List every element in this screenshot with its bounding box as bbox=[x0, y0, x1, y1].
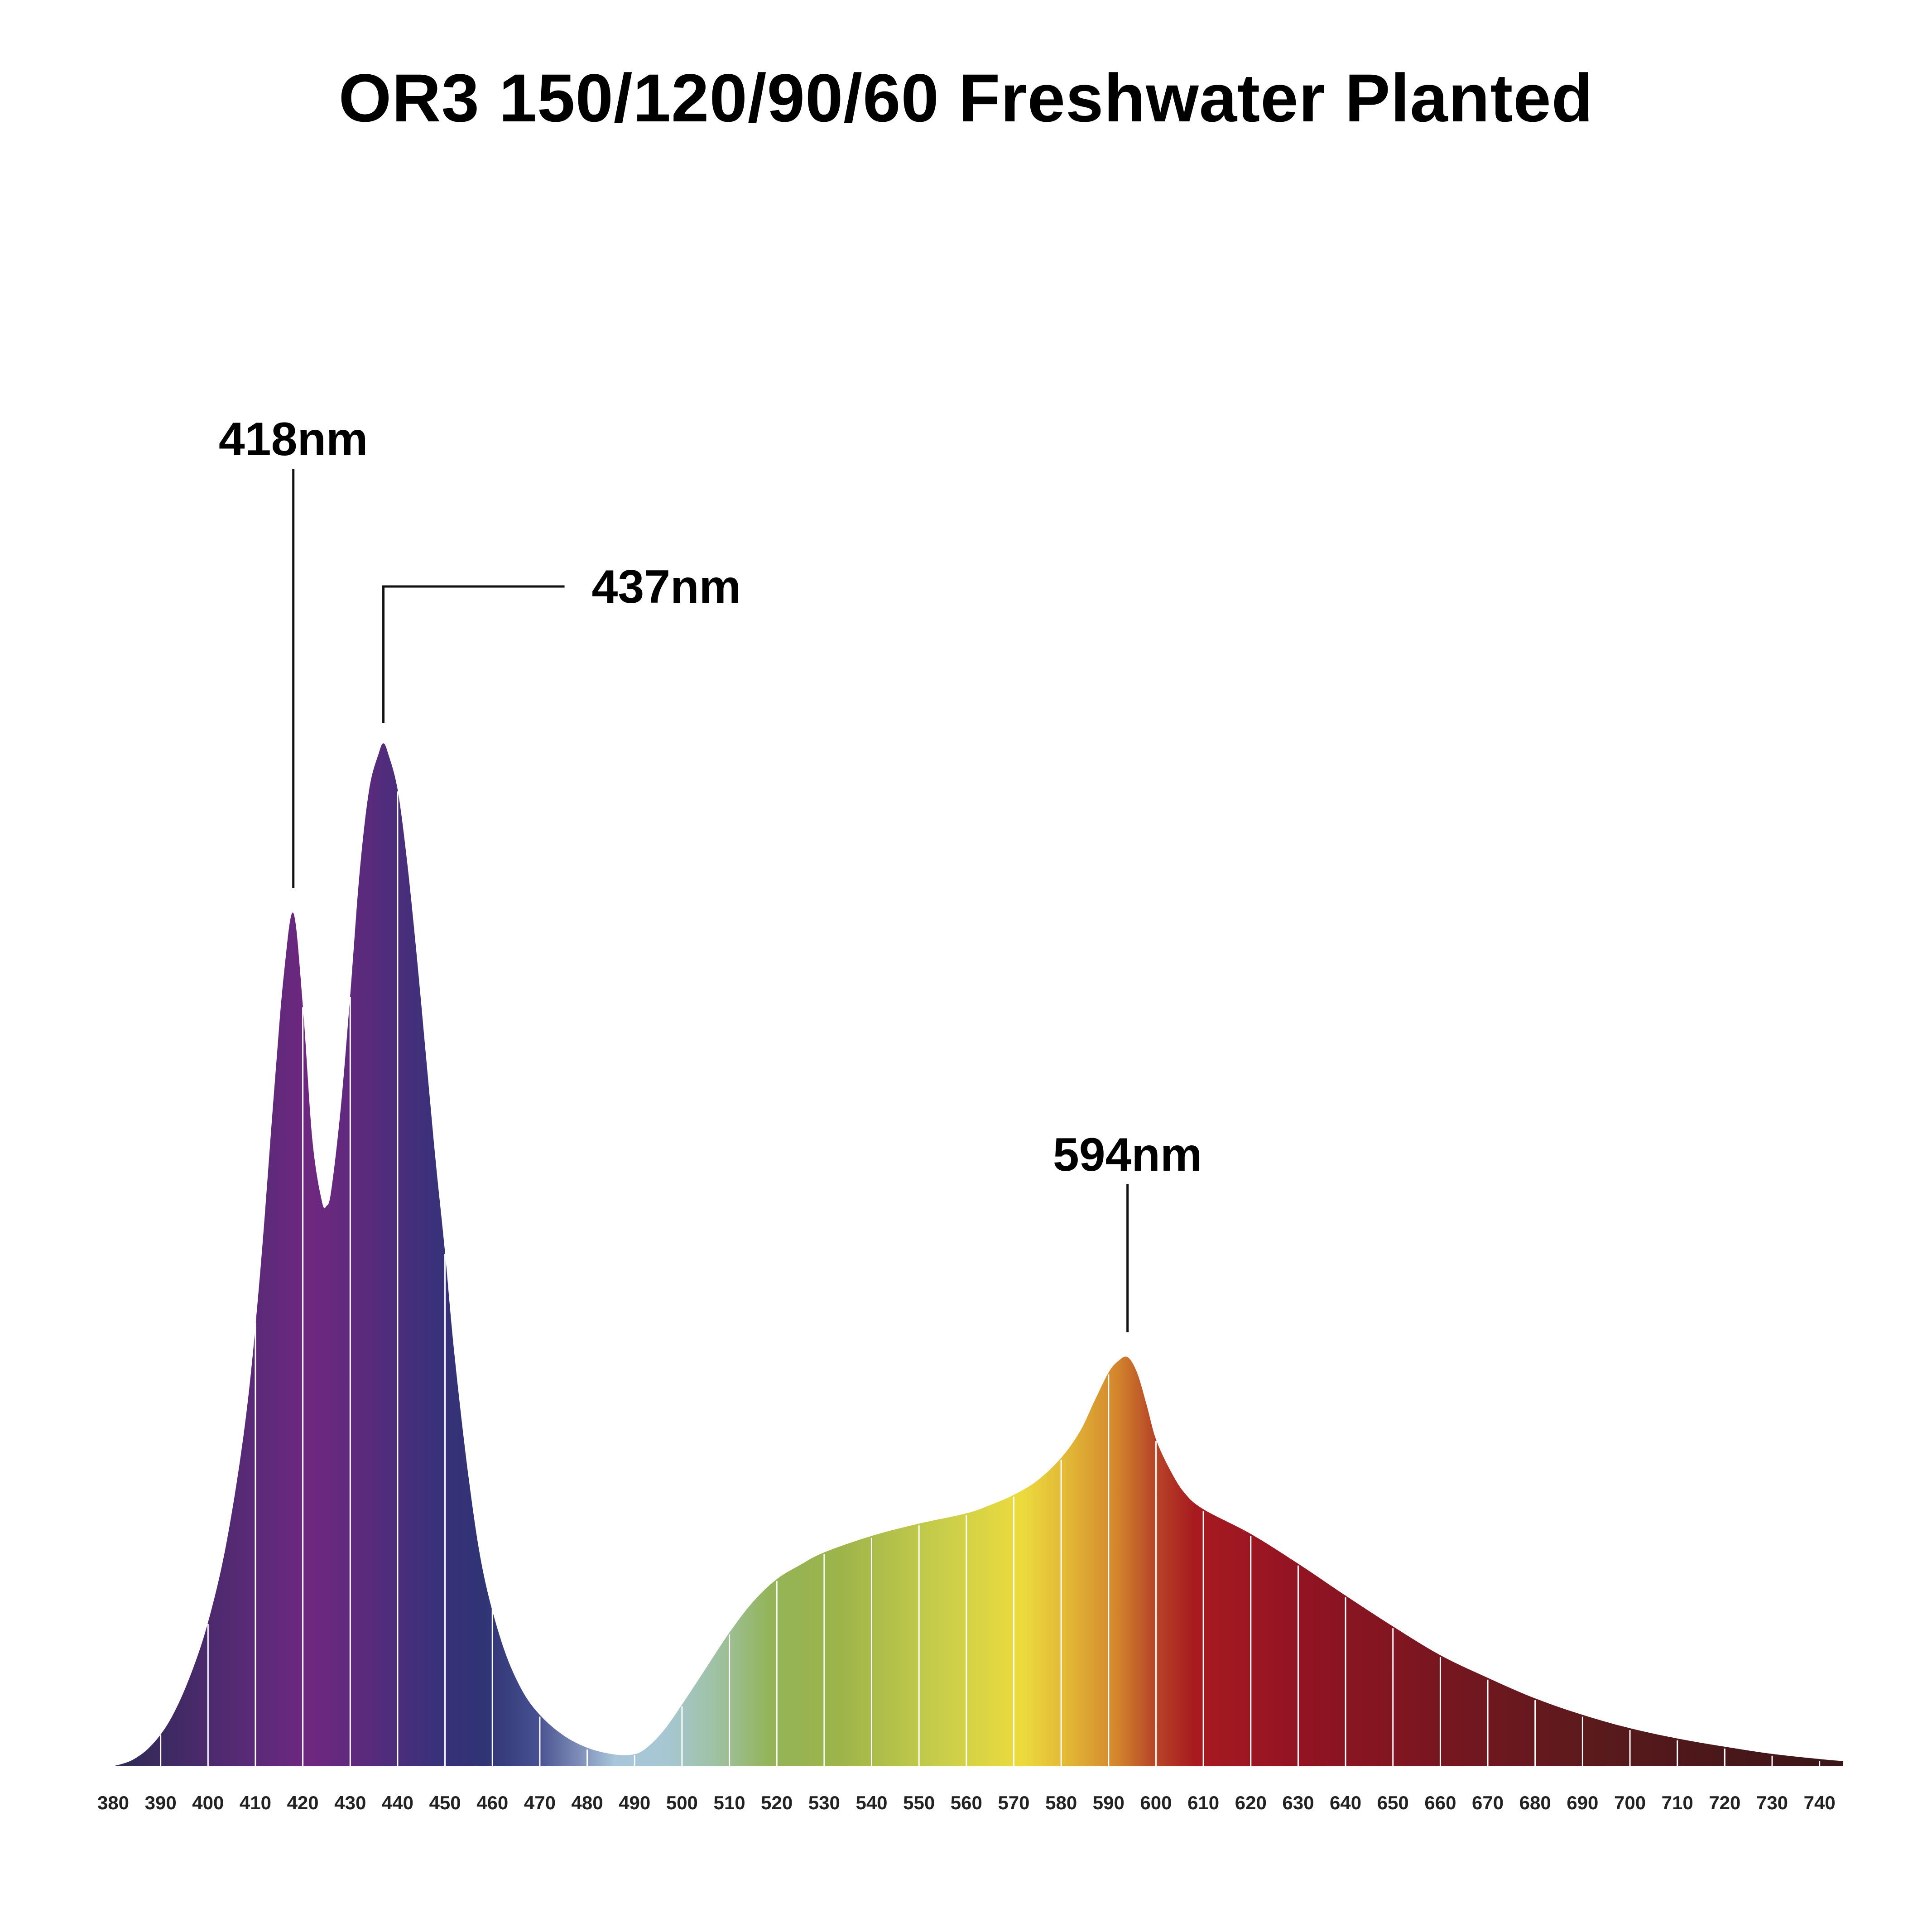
x-tick-label-510: 510 bbox=[714, 1792, 745, 1813]
x-tick-label-690: 690 bbox=[1567, 1792, 1598, 1813]
peak-label-437nm: 437nm bbox=[592, 561, 741, 613]
x-tick-label-670: 670 bbox=[1472, 1792, 1504, 1813]
x-tick-label-740: 740 bbox=[1804, 1792, 1836, 1813]
x-tick-label-700: 700 bbox=[1614, 1792, 1646, 1813]
x-tick-label-390: 390 bbox=[145, 1792, 177, 1813]
x-tick-label-550: 550 bbox=[903, 1792, 935, 1813]
x-tick-label-530: 530 bbox=[808, 1792, 840, 1813]
x-tick-label-380: 380 bbox=[97, 1792, 129, 1813]
x-tick-label-420: 420 bbox=[287, 1792, 319, 1813]
x-tick-label-650: 650 bbox=[1377, 1792, 1409, 1813]
x-tick-label-460: 460 bbox=[476, 1792, 508, 1813]
x-tick-label-610: 610 bbox=[1187, 1792, 1219, 1813]
x-tick-label-570: 570 bbox=[998, 1792, 1029, 1813]
x-tick-label-720: 720 bbox=[1709, 1792, 1740, 1813]
x-tick-label-630: 630 bbox=[1282, 1792, 1314, 1813]
x-tick-label-490: 490 bbox=[619, 1792, 650, 1813]
x-tick-label-480: 480 bbox=[572, 1792, 603, 1813]
x-tick-label-470: 470 bbox=[524, 1792, 556, 1813]
x-tick-label-620: 620 bbox=[1235, 1792, 1267, 1813]
chart-title: OR3 150/120/90/60 Freshwater Planted bbox=[338, 60, 1594, 136]
x-tick-label-580: 580 bbox=[1045, 1792, 1077, 1813]
x-tick-label-590: 590 bbox=[1093, 1792, 1125, 1813]
peak-label-594nm: 594nm bbox=[1053, 1129, 1202, 1181]
x-tick-label-450: 450 bbox=[429, 1792, 461, 1813]
x-tick-label-730: 730 bbox=[1756, 1792, 1788, 1813]
x-tick-label-520: 520 bbox=[761, 1792, 793, 1813]
x-tick-label-540: 540 bbox=[855, 1792, 887, 1813]
x-tick-label-680: 680 bbox=[1519, 1792, 1551, 1813]
x-tick-label-640: 640 bbox=[1330, 1792, 1361, 1813]
x-tick-label-600: 600 bbox=[1140, 1792, 1172, 1813]
x-tick-label-410: 410 bbox=[240, 1792, 271, 1813]
x-tick-label-400: 400 bbox=[192, 1792, 224, 1813]
x-tick-label-560: 560 bbox=[951, 1792, 982, 1813]
x-tick-label-500: 500 bbox=[666, 1792, 698, 1813]
x-tick-label-710: 710 bbox=[1662, 1792, 1693, 1813]
peak-label-418nm: 418nm bbox=[219, 413, 368, 466]
leader-line-437nm bbox=[382, 585, 565, 723]
x-tick-label-440: 440 bbox=[382, 1792, 413, 1813]
x-tick-label-660: 660 bbox=[1424, 1792, 1456, 1813]
spectrum-area bbox=[113, 743, 1843, 1766]
x-tick-label-430: 430 bbox=[334, 1792, 366, 1813]
